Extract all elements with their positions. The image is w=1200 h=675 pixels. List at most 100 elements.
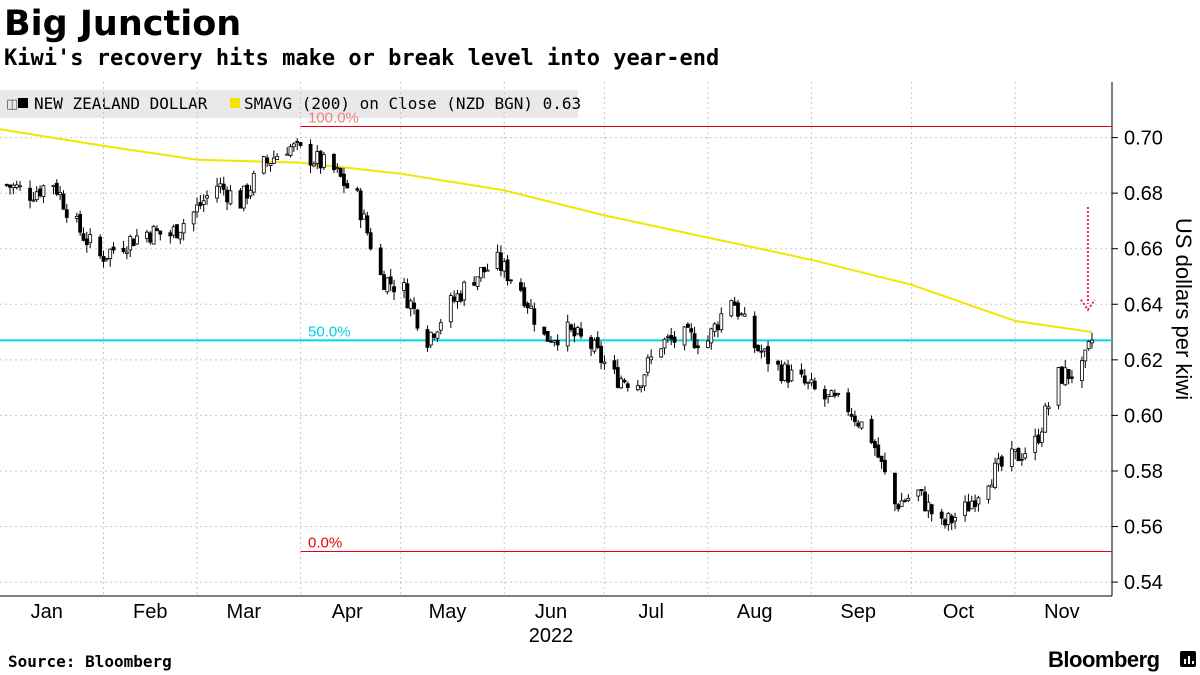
candle-body bbox=[84, 238, 89, 246]
candle-body bbox=[412, 302, 416, 309]
candle-body bbox=[899, 500, 904, 508]
candle-body bbox=[171, 226, 176, 236]
candle-body bbox=[1043, 405, 1048, 433]
candle-body bbox=[852, 415, 857, 422]
candle-body bbox=[238, 190, 243, 209]
candle-body bbox=[168, 232, 173, 237]
candle-body bbox=[742, 313, 747, 317]
candle-body bbox=[682, 326, 687, 346]
candle-body bbox=[532, 308, 537, 325]
candle-body bbox=[509, 279, 513, 282]
candle-body bbox=[245, 184, 250, 199]
candle-body bbox=[665, 336, 670, 339]
candle-body bbox=[949, 515, 954, 524]
candle-body bbox=[308, 143, 313, 166]
candle-body bbox=[124, 251, 129, 254]
candle-body bbox=[104, 257, 109, 260]
candle-body bbox=[108, 248, 113, 259]
candle-body bbox=[338, 167, 343, 177]
candle-body bbox=[1060, 366, 1064, 384]
candle-body bbox=[251, 173, 256, 193]
x-tick-label: Jul bbox=[638, 601, 664, 623]
candle-body bbox=[101, 256, 106, 262]
reference-line-label: 50.0% bbox=[308, 323, 351, 340]
x-tick-label: Feb bbox=[133, 601, 167, 623]
x-tick-label: Jun bbox=[535, 601, 567, 623]
candle-body bbox=[873, 441, 877, 449]
candle-body bbox=[485, 269, 490, 272]
candle-body bbox=[602, 361, 607, 365]
x-tick-label: Nov bbox=[1044, 601, 1080, 623]
candle-body bbox=[378, 247, 383, 275]
candle-body bbox=[18, 185, 22, 188]
reference-line-label: 100.0% bbox=[308, 109, 359, 126]
candle-body bbox=[822, 388, 827, 400]
candle-body bbox=[569, 324, 573, 330]
x-tick-label: Aug bbox=[737, 601, 773, 623]
candle-body bbox=[221, 183, 226, 190]
annotation-arrowhead bbox=[1080, 299, 1096, 312]
candle-body bbox=[315, 151, 320, 164]
candlestick-series bbox=[4, 138, 1094, 531]
y-tick-label: 0.66 bbox=[1124, 239, 1163, 261]
candle-body bbox=[241, 185, 246, 209]
candle-body bbox=[8, 184, 12, 188]
candle-body bbox=[622, 379, 627, 383]
candle-body bbox=[525, 302, 530, 309]
candle-body bbox=[1066, 369, 1071, 380]
candle-body bbox=[716, 324, 720, 331]
candle-body bbox=[966, 501, 971, 512]
candle-body bbox=[218, 183, 223, 188]
candle-body bbox=[499, 252, 503, 271]
candle-body bbox=[1016, 447, 1021, 462]
candle-body bbox=[696, 345, 700, 349]
candle-body bbox=[1080, 360, 1084, 381]
x-year-label: 2022 bbox=[529, 625, 574, 647]
candle-body bbox=[111, 246, 116, 251]
candle-body bbox=[41, 185, 46, 198]
y-tick-label: 0.70 bbox=[1124, 128, 1163, 150]
candle-body bbox=[762, 348, 767, 352]
candle-body bbox=[298, 142, 303, 146]
candle-body bbox=[836, 393, 841, 395]
candle-body bbox=[579, 328, 583, 337]
candle-body bbox=[261, 156, 266, 174]
candle-body bbox=[712, 323, 717, 333]
legend-label-smavg: SMAVG (200) on Close (NZD BGN) 0.63 bbox=[244, 94, 582, 113]
candle-body bbox=[625, 383, 630, 388]
candle-body bbox=[198, 202, 203, 206]
candle-body bbox=[38, 188, 42, 197]
candle-body bbox=[565, 321, 570, 347]
candle-body bbox=[34, 191, 39, 201]
candle-body bbox=[876, 444, 881, 458]
candle-body bbox=[178, 231, 183, 240]
candle-body bbox=[719, 313, 724, 331]
candle-body bbox=[355, 188, 360, 191]
y-tick-label: 0.60 bbox=[1124, 405, 1163, 427]
candle-body bbox=[285, 153, 290, 156]
candle-body bbox=[1039, 431, 1044, 443]
candle-body bbox=[438, 322, 443, 331]
candle-body bbox=[382, 274, 386, 290]
candle-body bbox=[806, 381, 811, 384]
candle-body bbox=[405, 283, 410, 309]
candle-body bbox=[729, 300, 734, 317]
candle-body bbox=[425, 329, 430, 348]
chart-settings-icon[interactable]: ◫ bbox=[6, 96, 19, 111]
candle-body bbox=[248, 189, 253, 197]
candle-body bbox=[191, 211, 196, 225]
candle-body bbox=[542, 326, 547, 335]
candle-body bbox=[916, 489, 921, 497]
candle-body bbox=[345, 183, 350, 189]
reference-line-label: 0.0% bbox=[308, 535, 342, 552]
candle-body bbox=[789, 369, 794, 382]
candle-body bbox=[121, 248, 126, 252]
candle-body bbox=[54, 182, 59, 195]
x-tick-label: Mar bbox=[227, 601, 262, 623]
candle-body bbox=[939, 511, 944, 519]
candle-body bbox=[649, 356, 654, 361]
candle-body bbox=[61, 193, 66, 210]
candle-body bbox=[612, 360, 617, 370]
x-tick-label: Jan bbox=[31, 601, 63, 623]
candle-body bbox=[782, 363, 787, 381]
